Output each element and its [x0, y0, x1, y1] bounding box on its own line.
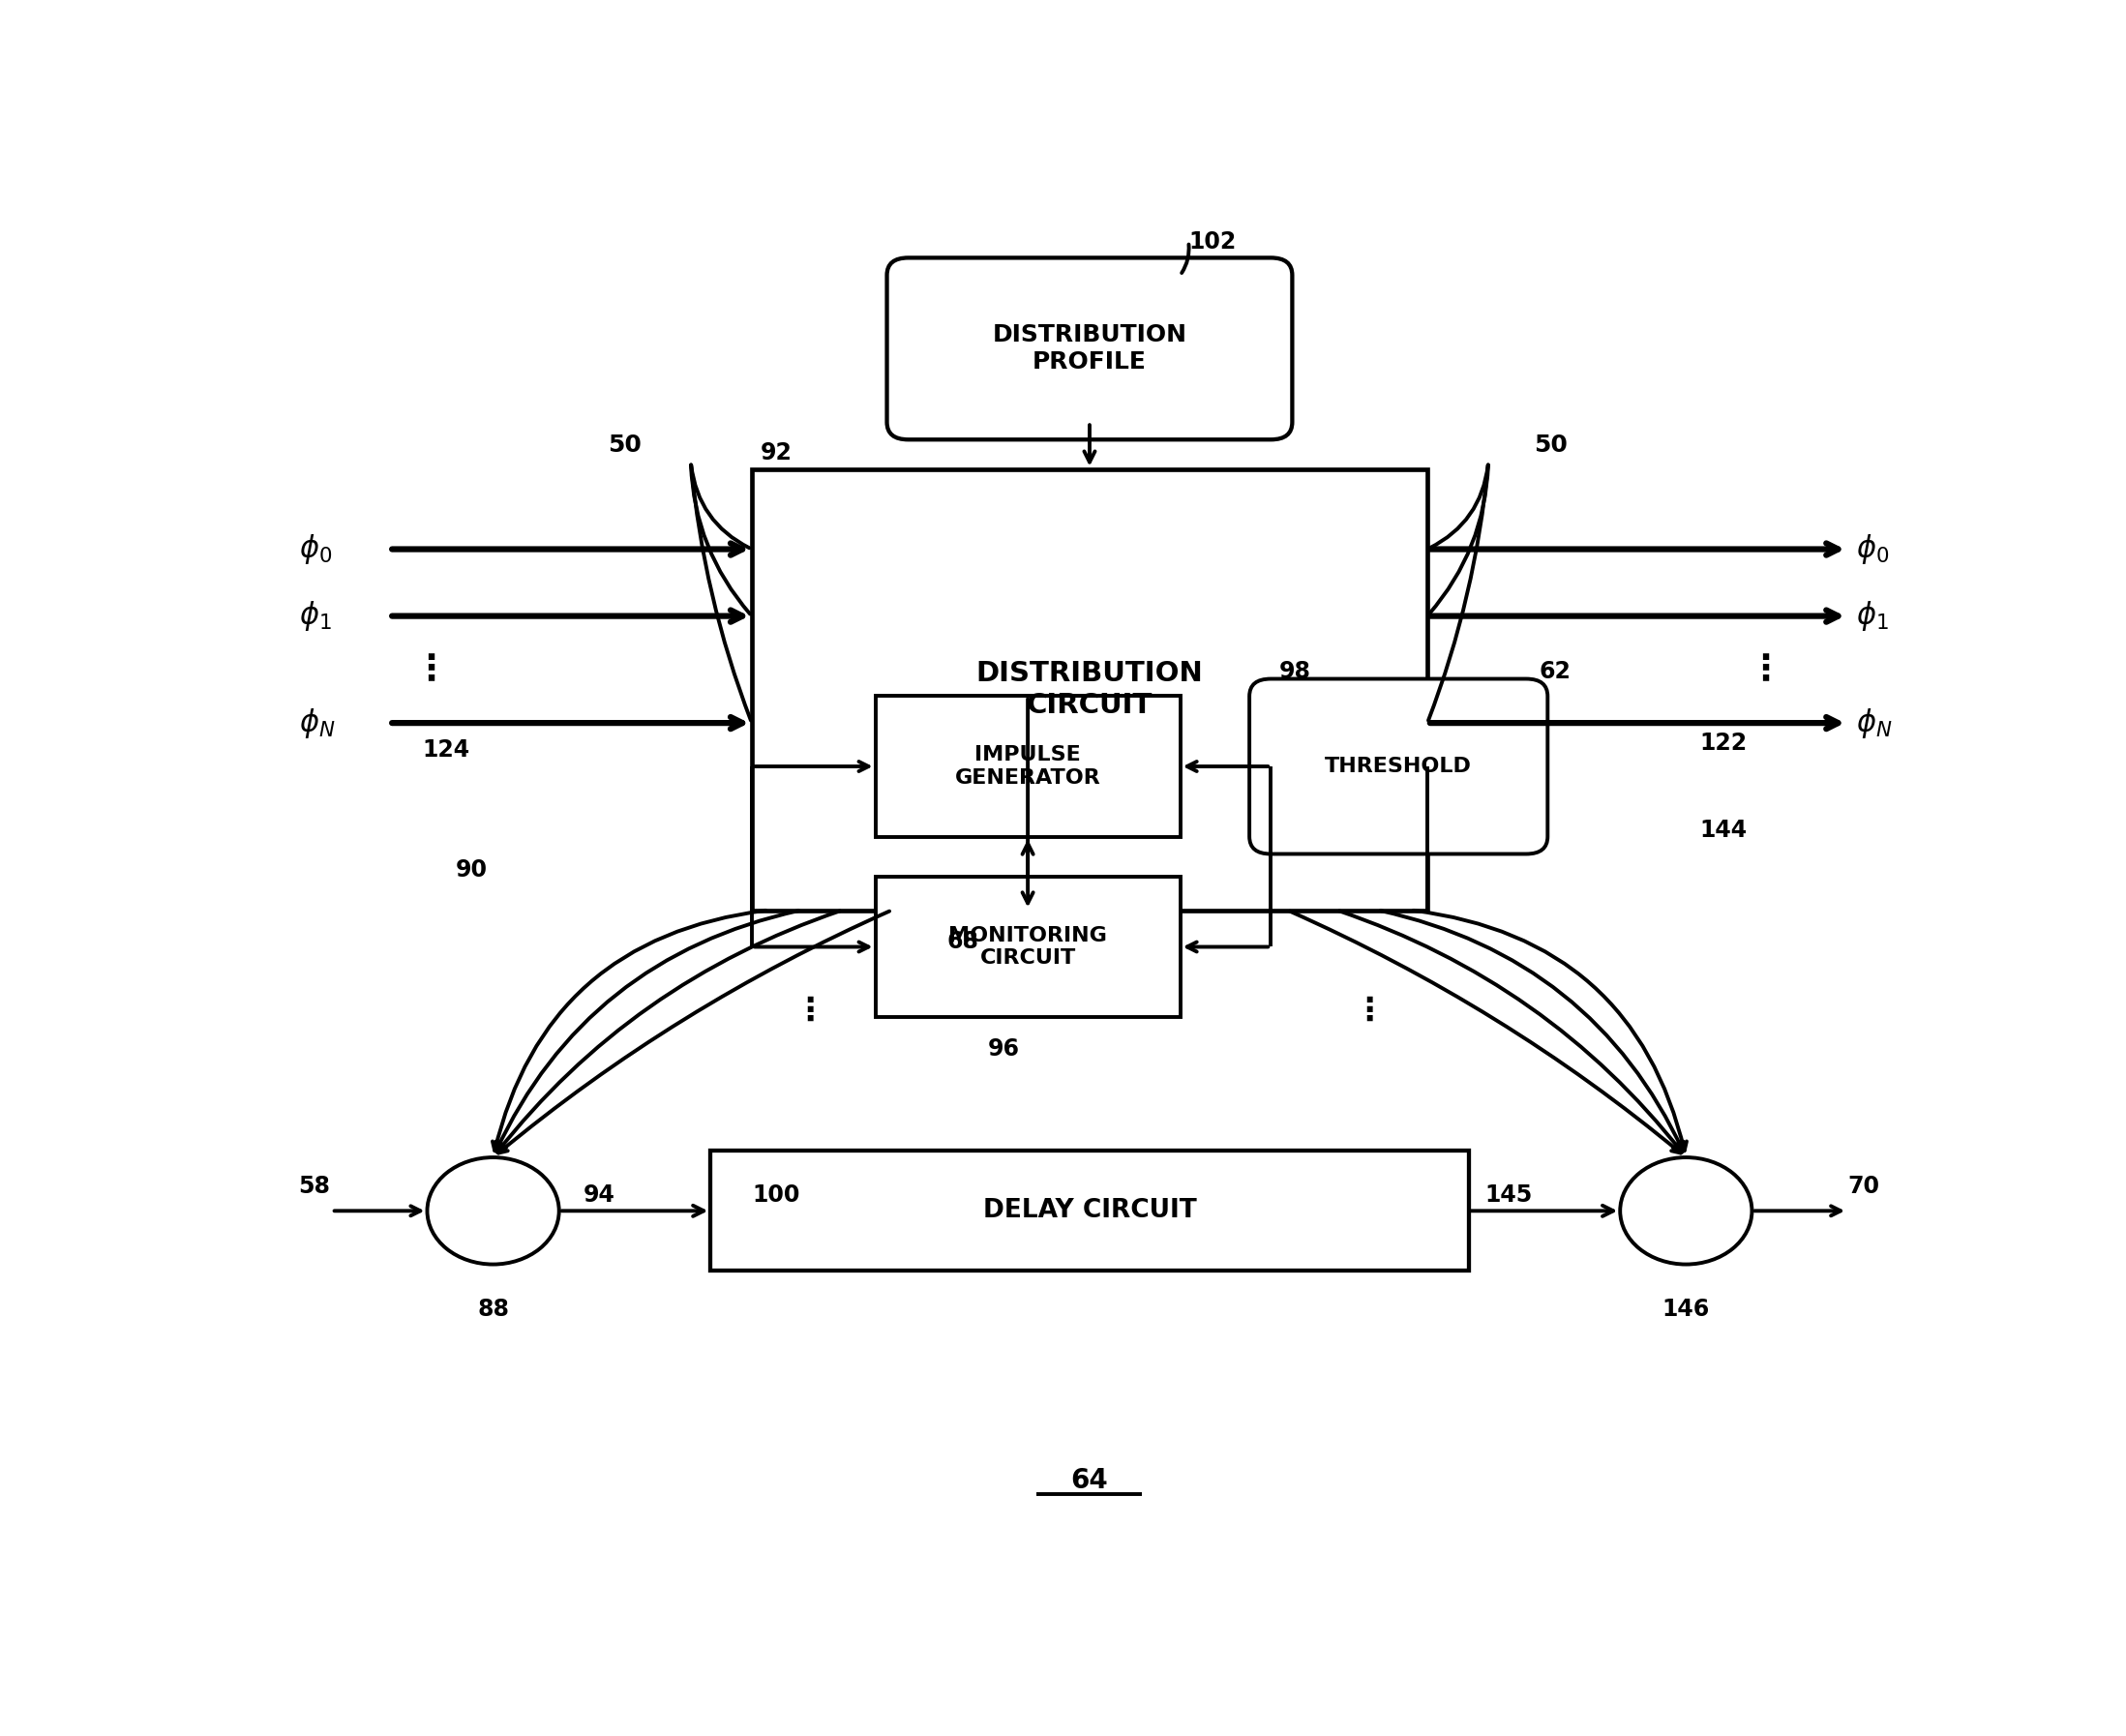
- Text: DISTRIBUTION
PROFILE: DISTRIBUTION PROFILE: [993, 323, 1186, 373]
- Text: $\phi_0$: $\phi_0$: [298, 533, 332, 566]
- Text: $\phi_N$: $\phi_N$: [298, 707, 336, 740]
- Text: MONITORING
CIRCUIT: MONITORING CIRCUIT: [948, 925, 1108, 967]
- Text: ⋮: ⋮: [1354, 995, 1386, 1026]
- Text: $\phi_1$: $\phi_1$: [298, 599, 332, 634]
- Text: ⋮: ⋮: [793, 995, 825, 1026]
- Bar: [876, 696, 1180, 837]
- Text: 70: 70: [1847, 1175, 1879, 1198]
- FancyBboxPatch shape: [887, 257, 1293, 439]
- Text: 98: 98: [1280, 660, 1312, 682]
- Circle shape: [427, 1158, 559, 1264]
- Text: $\phi_0$: $\phi_0$: [1856, 533, 1888, 566]
- Text: 64: 64: [1072, 1467, 1108, 1495]
- Text: 144: 144: [1699, 818, 1748, 842]
- Text: 50: 50: [608, 434, 642, 457]
- Bar: [710, 1151, 1469, 1271]
- Text: 102: 102: [1188, 231, 1235, 253]
- Bar: [753, 469, 1427, 910]
- Text: THRESHOLD: THRESHOLD: [1324, 757, 1471, 776]
- Text: 94: 94: [585, 1184, 617, 1207]
- Text: 145: 145: [1484, 1184, 1533, 1207]
- Text: 100: 100: [753, 1184, 799, 1207]
- Text: 58: 58: [298, 1175, 332, 1198]
- Text: 88: 88: [476, 1299, 508, 1321]
- Text: 62: 62: [1539, 660, 1571, 682]
- Text: DELAY CIRCUIT: DELAY CIRCUIT: [982, 1198, 1197, 1224]
- Text: ⋮: ⋮: [1748, 653, 1782, 686]
- Text: 68: 68: [946, 930, 978, 953]
- Bar: [876, 877, 1180, 1017]
- Text: 146: 146: [1663, 1299, 1709, 1321]
- Text: $\phi_N$: $\phi_N$: [1856, 707, 1892, 740]
- Text: DISTRIBUTION
CIRCUIT: DISTRIBUTION CIRCUIT: [976, 660, 1203, 719]
- Text: 122: 122: [1699, 731, 1748, 755]
- Text: 92: 92: [761, 441, 791, 465]
- Text: 90: 90: [455, 858, 487, 882]
- Text: 124: 124: [423, 738, 470, 762]
- Text: 96: 96: [989, 1036, 1020, 1061]
- Circle shape: [1620, 1158, 1752, 1264]
- Text: 50: 50: [1535, 434, 1567, 457]
- Text: $\phi_1$: $\phi_1$: [1856, 599, 1888, 634]
- Text: ⋮: ⋮: [412, 653, 449, 686]
- FancyBboxPatch shape: [1250, 679, 1548, 854]
- Text: IMPULSE
GENERATOR: IMPULSE GENERATOR: [955, 745, 1101, 788]
